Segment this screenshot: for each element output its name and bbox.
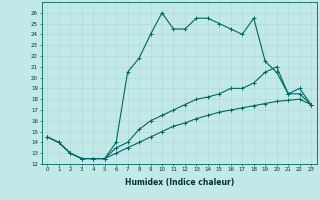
X-axis label: Humidex (Indice chaleur): Humidex (Indice chaleur)	[124, 178, 234, 187]
